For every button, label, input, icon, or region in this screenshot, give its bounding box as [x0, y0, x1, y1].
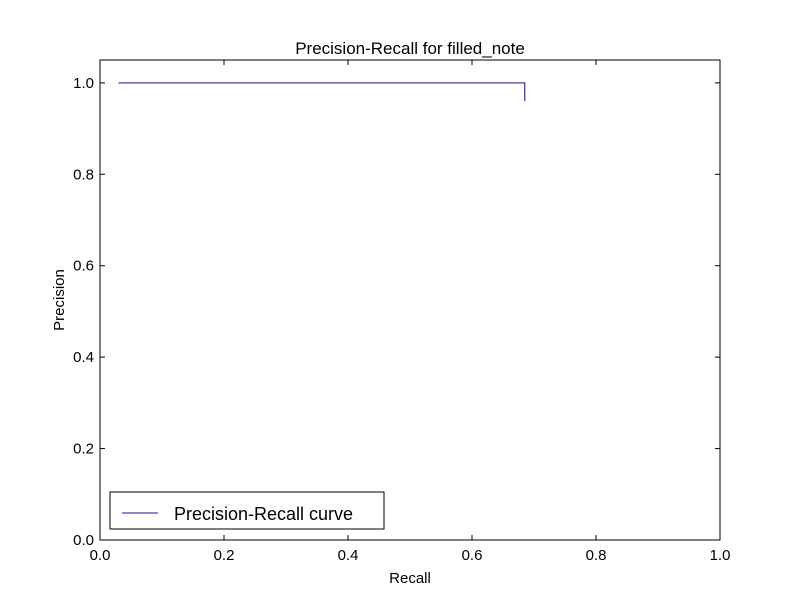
y-tick-label: 0.4 — [73, 349, 94, 366]
plot-area — [99, 59, 721, 541]
y-tick-label: 0.0 — [73, 532, 94, 549]
x-tick-label: 0.0 — [90, 547, 111, 564]
legend-box — [109, 491, 385, 530]
precision-recall-line — [118, 82, 526, 102]
axis-ticks: 0.0 0.2 0.4 0.6 0.8 1.0 0.0 0.2 0.4 0.6 0.8 1.0 — [73, 60, 730, 564]
x-tick-label: 0.8 — [586, 547, 607, 564]
legend: Precision-Recall curve — [109, 491, 385, 530]
x-tick-label: 1.0 — [710, 547, 731, 564]
x-tick-label: 0.2 — [214, 547, 235, 564]
x-tick-label: 0.4 — [338, 547, 359, 564]
x-axis-label: Recall — [389, 570, 431, 587]
y-axis-label: Precision — [51, 269, 68, 331]
y-tick-label: 0.2 — [73, 441, 94, 458]
x-tick-label: 0.6 — [462, 547, 483, 564]
legend-label: Precision-Recall curve — [174, 504, 353, 524]
y-tick-label: 1.0 — [73, 75, 94, 92]
y-tick-label: 0.8 — [73, 166, 94, 183]
y-tick-label: 0.6 — [73, 258, 94, 275]
chart-title: Precision-Recall for filled_note — [295, 39, 525, 58]
series-layer — [118, 82, 526, 102]
